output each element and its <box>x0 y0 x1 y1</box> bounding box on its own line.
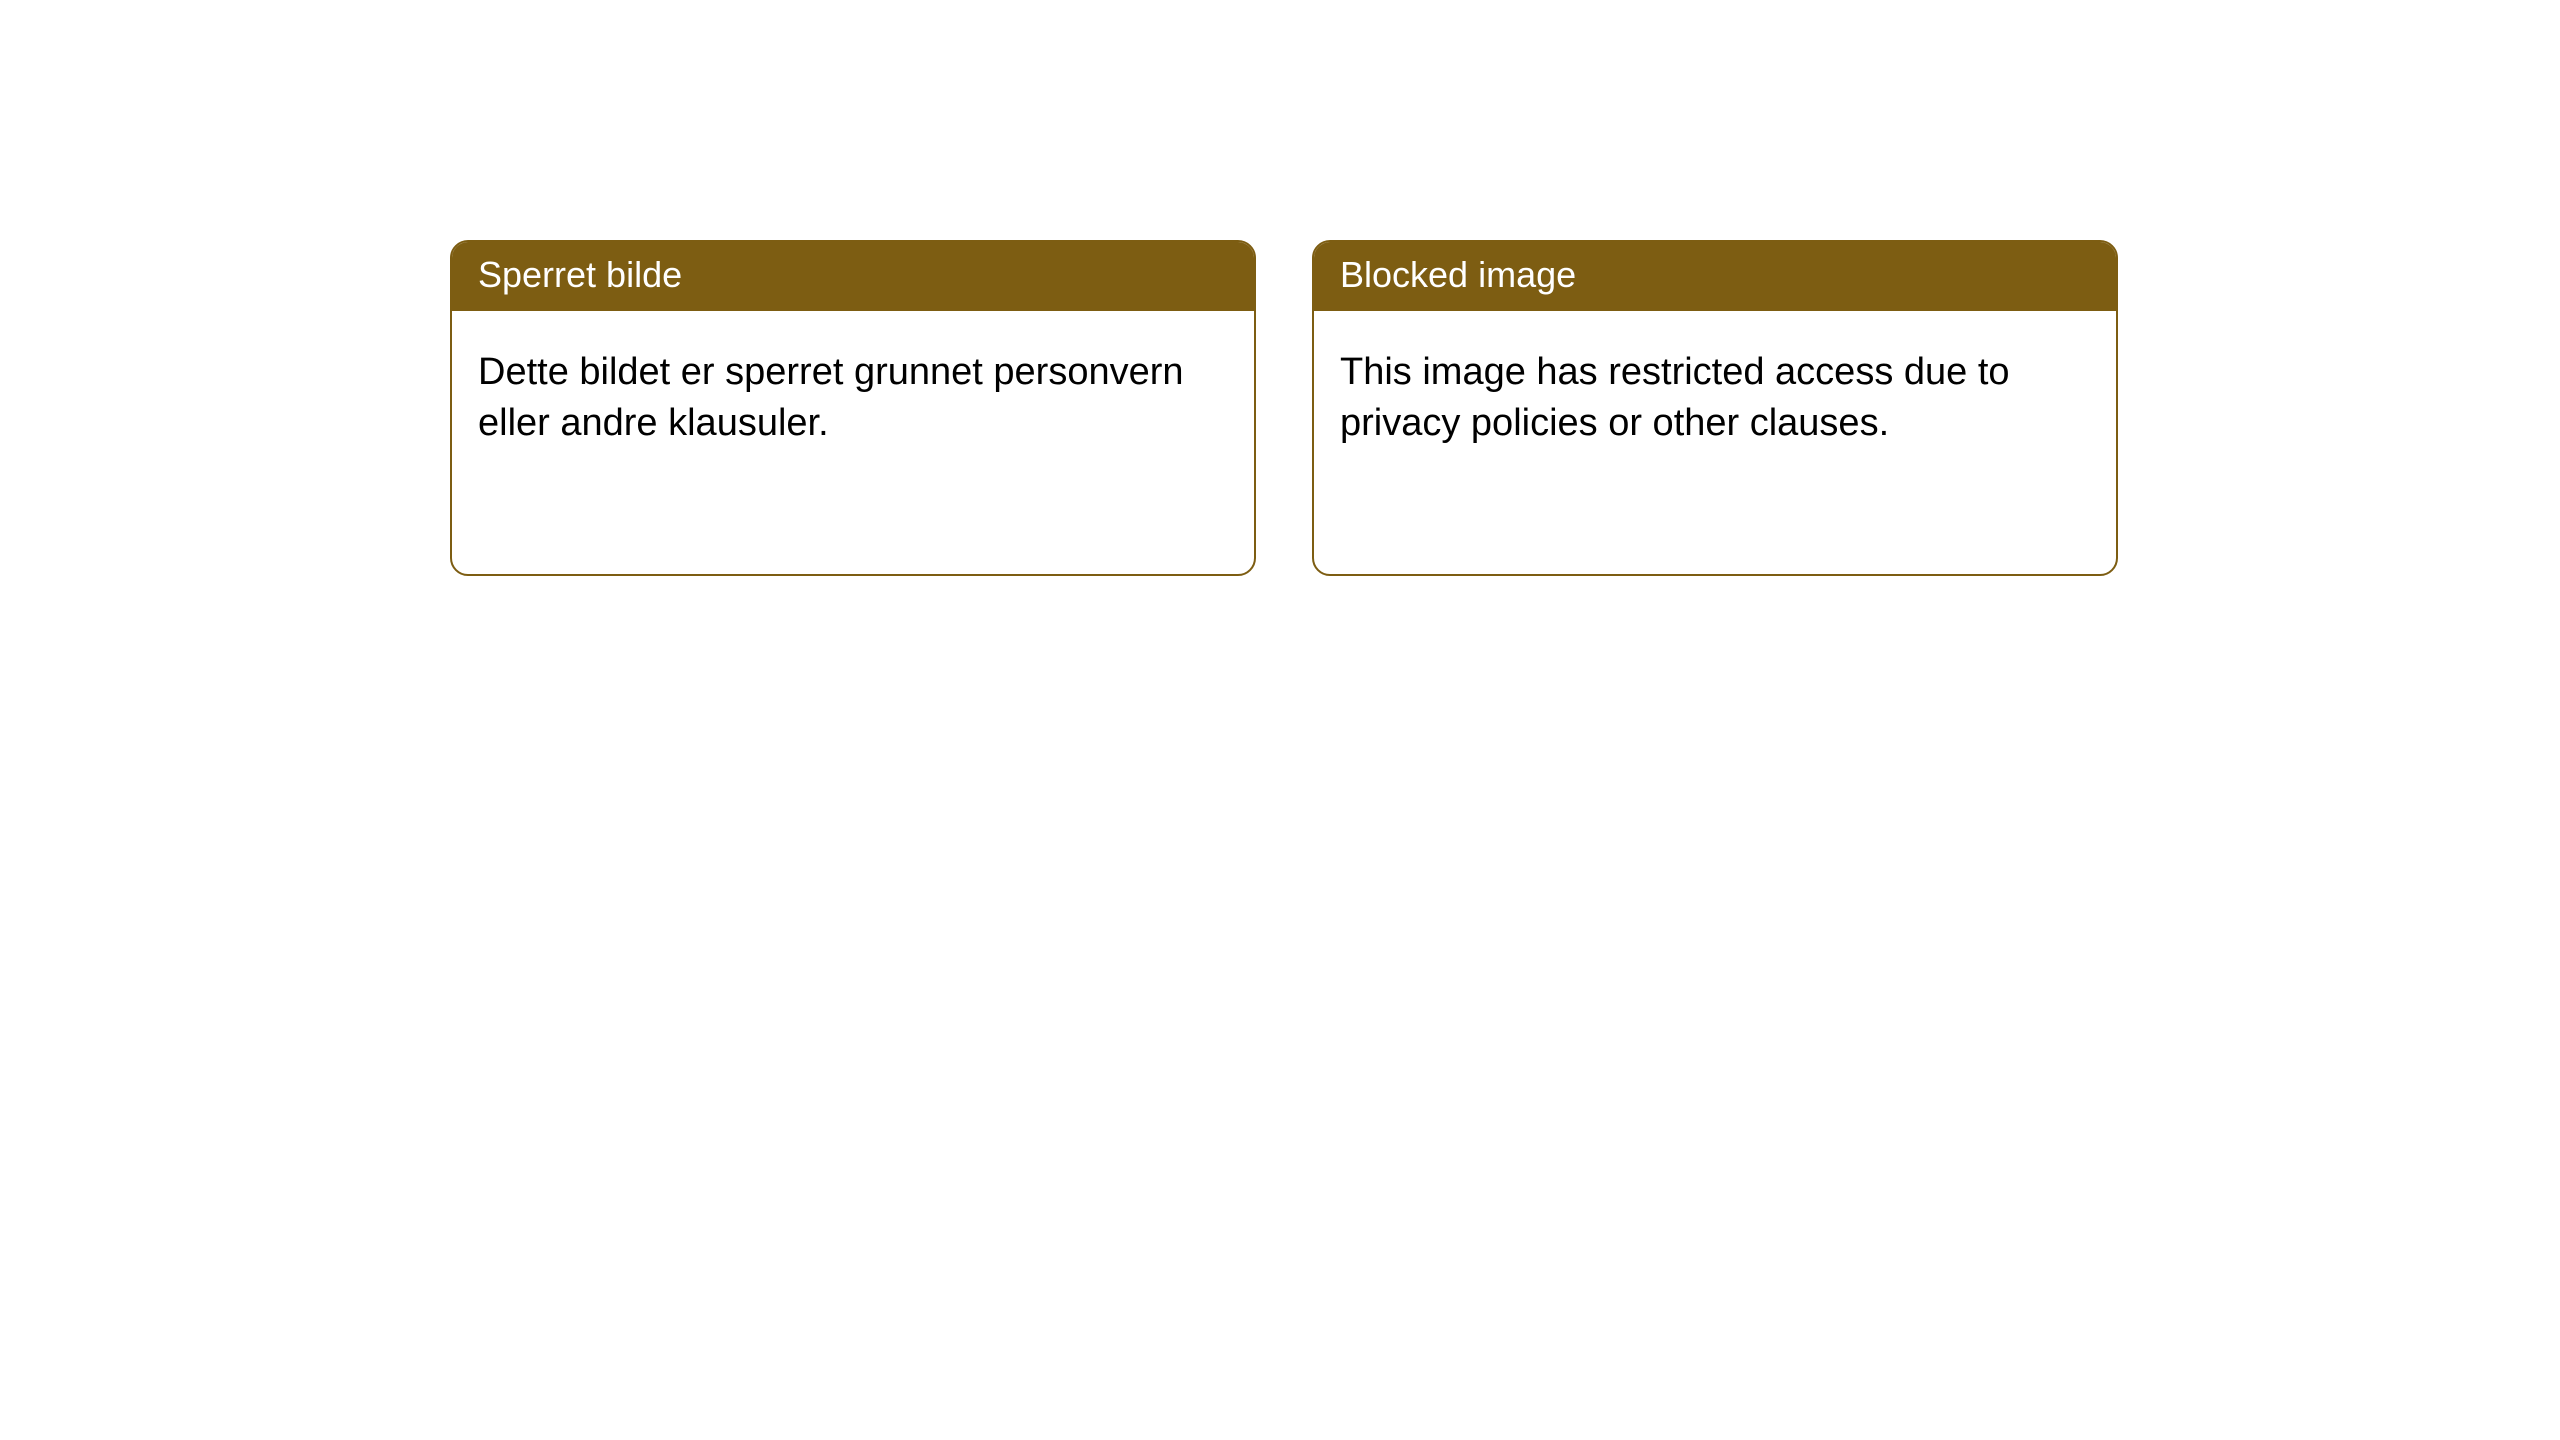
blocked-image-card-no: Sperret bilde Dette bildet er sperret gr… <box>450 240 1256 576</box>
blocked-image-card-en: Blocked image This image has restricted … <box>1312 240 2118 576</box>
card-header-no: Sperret bilde <box>452 242 1254 311</box>
card-header-en: Blocked image <box>1314 242 2116 311</box>
notice-container: Sperret bilde Dette bildet er sperret gr… <box>0 0 2560 576</box>
card-body-en: This image has restricted access due to … <box>1314 311 2116 476</box>
card-body-no: Dette bildet er sperret grunnet personve… <box>452 311 1254 476</box>
